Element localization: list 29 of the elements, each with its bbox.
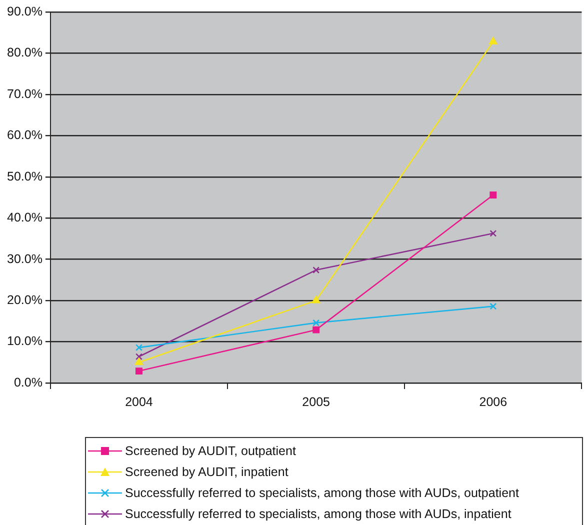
point — [136, 353, 142, 360]
y-tick-label: 40.0% — [6, 210, 42, 225]
point — [489, 37, 498, 44]
legend-label: Screened by AUDIT, inpatient — [125, 464, 288, 478]
y-tick-label: 90.0% — [6, 4, 42, 18]
y-tick-label: 10.0% — [6, 334, 42, 348]
point — [312, 296, 320, 304]
x-tick-label: 2004 — [125, 394, 153, 409]
y-tick-label: 60.0% — [6, 128, 42, 142]
point — [490, 302, 497, 310]
y-tick-label: 50.0% — [6, 169, 42, 184]
point — [136, 368, 142, 375]
point — [312, 319, 320, 326]
point — [134, 358, 144, 366]
y-tick-label: 70.0% — [6, 86, 42, 101]
y-tick-label: 80.0% — [6, 46, 42, 60]
legend-label: Successfully referred to specialists, among those with AUDs, inpatient — [125, 506, 512, 520]
legend-label: Screened by AUDIT, outpatient — [125, 444, 296, 458]
point — [312, 326, 320, 334]
y-tick-label: 0.0% — [14, 375, 42, 390]
y-tick-label: 30.0% — [6, 252, 42, 266]
point — [490, 230, 497, 237]
point — [490, 192, 497, 199]
x-tick-label: 2005 — [302, 394, 330, 409]
point — [312, 266, 320, 274]
y-tick-label: 20.0% — [6, 293, 42, 308]
legend-label: Successfully referred to specialists, among those with AUDs, outpatient — [125, 486, 519, 500]
x-tick-label: 2006 — [479, 394, 508, 409]
point — [136, 344, 142, 352]
